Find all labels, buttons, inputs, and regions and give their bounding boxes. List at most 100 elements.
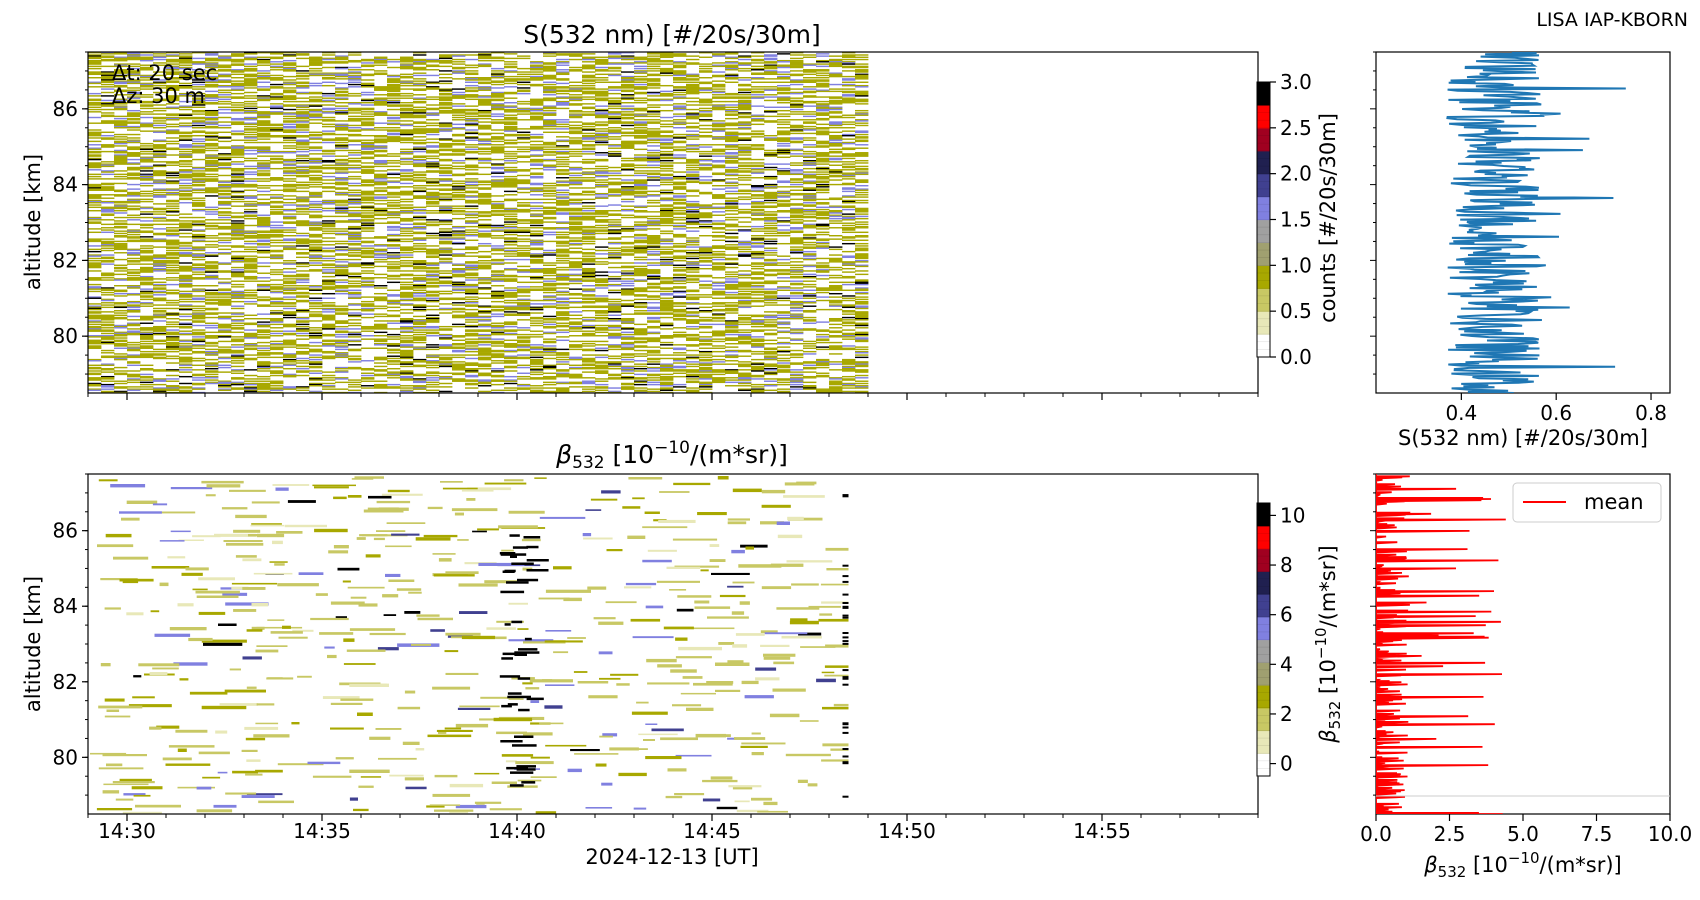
- top-heatmap-cell: [166, 272, 180, 274]
- top-heatmap-cell: [153, 58, 167, 61]
- top-heatmap-cell: [231, 324, 245, 327]
- top-heatmap-cell: [465, 164, 479, 166]
- top-heatmap-cell: [387, 191, 401, 194]
- top-heatmap-cell: [439, 129, 453, 131]
- top-heatmap-cell: [166, 69, 180, 71]
- top-heatmap-cell: [530, 187, 544, 189]
- top-heatmap-cell: [400, 175, 414, 178]
- top-heatmap-cell: [426, 182, 440, 185]
- top-heatmap-cell: [491, 180, 505, 182]
- top-heatmap-cell: [374, 134, 388, 137]
- top-heatmap-cell: [322, 377, 336, 379]
- top-heatmap-cell: [504, 199, 518, 202]
- top-heatmap-cell: [530, 312, 544, 314]
- top-heatmap-cell: [140, 302, 154, 304]
- top-heatmap-cell: [517, 156, 531, 159]
- top-heatmap-cell: [101, 86, 115, 88]
- top-heatmap-cell: [478, 282, 492, 285]
- top-heatmap-cell: [296, 310, 310, 312]
- top-heatmap-cell: [400, 63, 414, 65]
- top-heatmap-cell: [387, 267, 401, 270]
- top-heatmap-cell: [400, 389, 414, 392]
- top-heatmap-cell: [127, 94, 141, 96]
- top-heatmap-cell: [205, 57, 219, 60]
- top-heatmap-cell: [361, 224, 375, 227]
- top-heatmap-cell: [101, 249, 115, 252]
- top-heatmap-cell: [179, 159, 193, 162]
- top-heatmap-cell: [270, 213, 284, 215]
- top-heatmap-cell: [270, 200, 284, 203]
- top-heatmap-cell: [257, 246, 271, 248]
- top-heatmap-cell: [491, 98, 505, 101]
- top-heatmap-cell: [426, 138, 440, 140]
- top-heatmap-cell: [244, 204, 258, 206]
- top-heatmap-cell: [465, 264, 479, 266]
- top-heatmap-cell: [361, 307, 375, 310]
- top-heatmap-cell: [218, 116, 232, 119]
- top-heatmap-cell: [153, 140, 167, 143]
- top-heatmap-cell: [244, 295, 258, 297]
- top-heatmap-cell: [101, 263, 115, 265]
- top-heatmap-cell: [387, 225, 401, 228]
- top-heatmap-cell: [530, 369, 544, 371]
- top-heatmap-cell: [387, 214, 401, 216]
- top-heatmap-cell: [296, 187, 310, 189]
- top-heatmap-cell: [283, 386, 297, 388]
- top-heatmap-cell: [374, 222, 388, 224]
- top-heatmap-cell: [192, 179, 206, 181]
- top-heatmap-cell: [257, 385, 271, 387]
- top-heatmap-cell: [244, 348, 258, 351]
- top-heatmap-cell: [335, 55, 349, 57]
- top-heatmap-cell: [491, 204, 505, 206]
- top-heatmap-cell: [205, 358, 219, 361]
- top-heatmap-cell: [127, 91, 141, 94]
- top-heatmap-cell: [309, 378, 323, 380]
- top-heatmap-cell: [413, 114, 427, 116]
- top-heatmap-cell: [270, 303, 284, 305]
- top-heatmap-cell: [101, 150, 115, 153]
- top-heatmap-cell: [413, 232, 427, 235]
- top-heatmap-cell: [517, 357, 531, 360]
- top-heatmap-cell: [413, 247, 427, 249]
- top-heatmap-cell: [504, 180, 518, 182]
- top-heatmap-cell: [231, 378, 245, 380]
- top-heatmap-cell: [387, 344, 401, 346]
- top-heatmap-cell: [335, 310, 349, 312]
- top-heatmap-cell: [413, 238, 427, 240]
- top-heatmap-cell: [413, 158, 427, 161]
- top-heatmap-cell: [127, 274, 141, 277]
- top-heatmap-cell: [335, 128, 349, 130]
- top-heatmap-cell: [101, 352, 115, 354]
- top-heatmap-cell: [530, 173, 544, 176]
- top-heatmap-cell: [153, 150, 167, 153]
- top-heatmap-cell: [101, 56, 115, 58]
- top-heatmap-cell: [244, 165, 258, 168]
- top-heatmap-cell: [231, 179, 245, 181]
- top-heatmap-cell: [400, 211, 414, 213]
- top-heatmap-cell: [270, 327, 284, 329]
- top-heatmap-cell: [413, 305, 427, 307]
- top-heatmap-cell: [179, 148, 193, 151]
- top-heatmap-cell: [101, 330, 115, 332]
- top-heatmap-cell: [348, 285, 362, 287]
- top-heatmap-cell: [387, 216, 401, 219]
- top-heatmap-cell: [348, 210, 362, 212]
- top-heatmap-cell: [283, 134, 297, 137]
- top-heatmap-cell: [374, 331, 388, 334]
- top-heatmap-cell: [166, 223, 180, 226]
- top-heatmap-cell: [114, 267, 128, 270]
- top-heatmap-cell: [127, 263, 141, 265]
- top-heatmap-cell: [283, 291, 297, 294]
- top-heatmap-cell: [335, 125, 349, 128]
- top-heatmap-cell: [244, 242, 258, 245]
- top-heatmap-cell: [270, 297, 284, 299]
- top-heatmap-cell: [348, 332, 362, 335]
- top-heatmap-cell: [244, 357, 258, 360]
- top-heatmap-cell: [296, 317, 310, 320]
- top-heatmap-cell: [140, 104, 154, 106]
- top-heatmap-cell: [387, 81, 401, 83]
- top-heatmap-cell: [439, 56, 453, 58]
- top-heatmap-cell: [322, 288, 336, 290]
- top-heatmap-cell: [166, 355, 180, 357]
- top-heatmap-cell: [491, 99, 505, 102]
